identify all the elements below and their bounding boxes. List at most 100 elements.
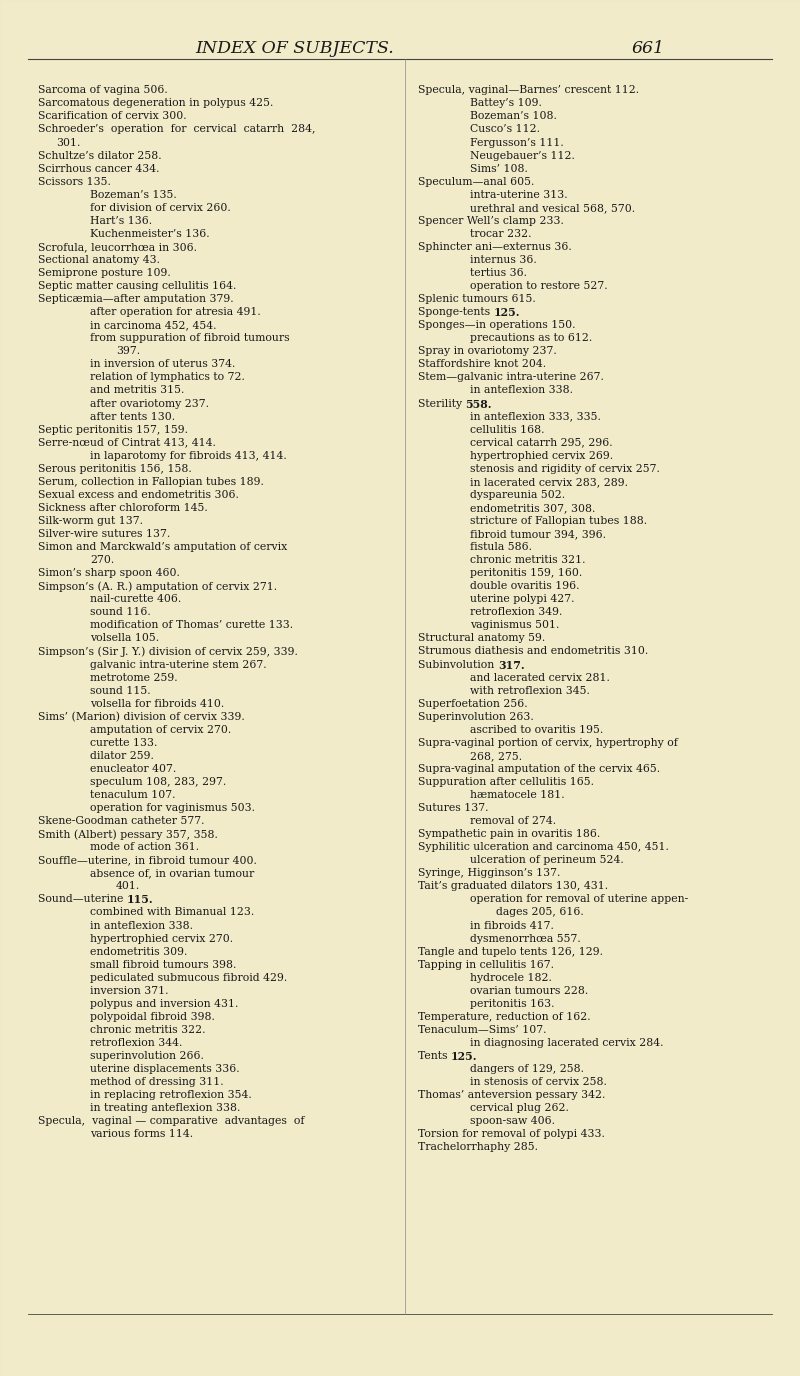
Text: Temperature, reduction of 162.: Temperature, reduction of 162. — [418, 1011, 590, 1022]
Text: nail-curette 406.: nail-curette 406. — [90, 594, 182, 604]
Text: Battey’s 109.: Battey’s 109. — [470, 98, 542, 109]
Text: Tangle and tupelo tents 126, 129.: Tangle and tupelo tents 126, 129. — [418, 947, 603, 956]
Text: Serous peritonitis 156, 158.: Serous peritonitis 156, 158. — [38, 464, 192, 473]
Text: Scrofula, leucorrhœa in 306.: Scrofula, leucorrhœa in 306. — [38, 242, 197, 252]
Text: Tapping in cellulitis 167.: Tapping in cellulitis 167. — [418, 959, 554, 970]
Text: Speculum—anal 605.: Speculum—anal 605. — [418, 176, 534, 187]
Text: 268, 275.: 268, 275. — [470, 751, 522, 761]
Text: operation for vaginismus 503.: operation for vaginismus 503. — [90, 804, 255, 813]
Text: fibroid tumour 394, 396.: fibroid tumour 394, 396. — [470, 528, 606, 539]
Text: 397.: 397. — [116, 347, 140, 356]
Text: peritonitis 159, 160.: peritonitis 159, 160. — [470, 568, 582, 578]
Text: Schroeder’s  operation  for  cervical  catarrh  284,: Schroeder’s operation for cervical catar… — [38, 124, 315, 135]
Text: in laparotomy for fibroids 413, 414.: in laparotomy for fibroids 413, 414. — [90, 451, 286, 461]
Text: in fibroids 417.: in fibroids 417. — [470, 921, 554, 930]
Text: Semiprone posture 109.: Semiprone posture 109. — [38, 268, 170, 278]
Text: dyspareunia 502.: dyspareunia 502. — [470, 490, 565, 499]
Text: Syphilitic ulceration and carcinoma 450, 451.: Syphilitic ulceration and carcinoma 450,… — [418, 842, 669, 852]
Text: tertius 36.: tertius 36. — [470, 268, 527, 278]
Text: uterine displacements 336.: uterine displacements 336. — [90, 1064, 240, 1075]
Text: Silk-worm gut 137.: Silk-worm gut 137. — [38, 516, 143, 526]
Text: cellulitis 168.: cellulitis 168. — [470, 425, 545, 435]
Text: uterine polypi 427.: uterine polypi 427. — [470, 594, 574, 604]
Text: Scarification of cervix 300.: Scarification of cervix 300. — [38, 111, 186, 121]
Text: Simpson’s (Sir J. Y.) division of cervix 259, 339.: Simpson’s (Sir J. Y.) division of cervix… — [38, 647, 298, 656]
Text: Bozeman’s 108.: Bozeman’s 108. — [470, 111, 557, 121]
Text: hypertrophied cervix 270.: hypertrophied cervix 270. — [90, 933, 233, 944]
Text: after ovariotomy 237.: after ovariotomy 237. — [90, 399, 209, 409]
Text: modification of Thomas’ curette 133.: modification of Thomas’ curette 133. — [90, 621, 293, 630]
Text: internus 36.: internus 36. — [470, 255, 537, 266]
Text: inversion 371.: inversion 371. — [90, 985, 169, 996]
Text: Sterility: Sterility — [418, 399, 466, 409]
Text: precautions as to 612.: precautions as to 612. — [470, 333, 592, 343]
Text: Sims’ (Marion) division of cervix 339.: Sims’ (Marion) division of cervix 339. — [38, 711, 245, 722]
Text: Scissors 135.: Scissors 135. — [38, 176, 111, 187]
Text: in inversion of uterus 374.: in inversion of uterus 374. — [90, 359, 235, 369]
Text: for division of cervix 260.: for division of cervix 260. — [90, 202, 230, 213]
Text: stricture of Fallopian tubes 188.: stricture of Fallopian tubes 188. — [470, 516, 647, 526]
Text: in carcinoma 452, 454.: in carcinoma 452, 454. — [90, 321, 217, 330]
Text: in lacerated cervix 283, 289.: in lacerated cervix 283, 289. — [470, 477, 628, 487]
Text: Sims’ 108.: Sims’ 108. — [470, 164, 528, 173]
Text: Spencer Well’s clamp 233.: Spencer Well’s clamp 233. — [418, 216, 564, 226]
Text: ascribed to ovaritis 195.: ascribed to ovaritis 195. — [470, 725, 603, 735]
Text: stenosis and rigidity of cervix 257.: stenosis and rigidity of cervix 257. — [470, 464, 660, 473]
Text: peritonitis 163.: peritonitis 163. — [470, 999, 554, 1009]
Text: cervical catarrh 295, 296.: cervical catarrh 295, 296. — [470, 438, 613, 447]
Text: Sponges—in operations 150.: Sponges—in operations 150. — [418, 321, 575, 330]
Text: ovarian tumours 228.: ovarian tumours 228. — [470, 985, 588, 996]
Text: speculum 108, 283, 297.: speculum 108, 283, 297. — [90, 777, 226, 787]
Text: chronic metritis 322.: chronic metritis 322. — [90, 1025, 206, 1035]
Text: volsella for fibroids 410.: volsella for fibroids 410. — [90, 699, 224, 709]
Text: Thomas’ anteversion pessary 342.: Thomas’ anteversion pessary 342. — [418, 1090, 606, 1101]
Text: Bozeman’s 135.: Bozeman’s 135. — [90, 190, 177, 200]
Text: Smith (Albert) pessary 357, 358.: Smith (Albert) pessary 357, 358. — [38, 830, 218, 839]
Text: in treating anteflexion 338.: in treating anteflexion 338. — [90, 1104, 240, 1113]
Text: Schultze’s dilator 258.: Schultze’s dilator 258. — [38, 150, 162, 161]
Text: method of dressing 311.: method of dressing 311. — [90, 1077, 224, 1087]
Text: absence of, in ovarian tumour: absence of, in ovarian tumour — [90, 868, 254, 878]
Text: volsella 105.: volsella 105. — [90, 633, 159, 644]
Text: and lacerated cervix 281.: and lacerated cervix 281. — [470, 673, 610, 682]
Text: 125.: 125. — [494, 307, 520, 318]
Text: and metritis 315.: and metritis 315. — [90, 385, 184, 395]
Text: hypertrophied cervix 269.: hypertrophied cervix 269. — [470, 451, 613, 461]
Text: trocar 232.: trocar 232. — [470, 228, 531, 239]
Text: curette 133.: curette 133. — [90, 738, 158, 747]
Text: Hart’s 136.: Hart’s 136. — [90, 216, 152, 226]
Text: hæmatocele 181.: hæmatocele 181. — [470, 790, 565, 799]
Text: Sympathetic pain in ovaritis 186.: Sympathetic pain in ovaritis 186. — [418, 830, 600, 839]
Text: Specula,  vaginal — comparative  advantages  of: Specula, vaginal — comparative advantage… — [38, 1116, 305, 1127]
Text: dysmenorrhœa 557.: dysmenorrhœa 557. — [470, 933, 581, 944]
Text: INDEX OF SUBJECTS.: INDEX OF SUBJECTS. — [196, 40, 394, 56]
Text: dangers of 129, 258.: dangers of 129, 258. — [470, 1064, 584, 1075]
Text: Septic peritonitis 157, 159.: Septic peritonitis 157, 159. — [38, 425, 188, 435]
Text: pediculated submucous fibroid 429.: pediculated submucous fibroid 429. — [90, 973, 287, 982]
Text: chronic metritis 321.: chronic metritis 321. — [470, 555, 586, 566]
Text: 558.: 558. — [466, 399, 492, 410]
Text: Supra-vaginal portion of cervix, hypertrophy of: Supra-vaginal portion of cervix, hypertr… — [418, 738, 678, 747]
Text: after operation for atresia 491.: after operation for atresia 491. — [90, 307, 261, 316]
Text: Structural anatomy 59.: Structural anatomy 59. — [418, 633, 546, 644]
Text: Supra-vaginal amputation of the cervix 465.: Supra-vaginal amputation of the cervix 4… — [418, 764, 660, 773]
Text: Simpson’s (A. R.) amputation of cervix 271.: Simpson’s (A. R.) amputation of cervix 2… — [38, 581, 277, 592]
Text: polypoidal fibroid 398.: polypoidal fibroid 398. — [90, 1011, 215, 1022]
Text: Trachelorrhaphy 285.: Trachelorrhaphy 285. — [418, 1142, 538, 1152]
Text: 115.: 115. — [127, 894, 154, 905]
Text: Strumous diathesis and endometritis 310.: Strumous diathesis and endometritis 310. — [418, 647, 648, 656]
Text: Neugebauer’s 112.: Neugebauer’s 112. — [470, 150, 575, 161]
Text: dages 205, 616.: dages 205, 616. — [496, 907, 584, 918]
Text: 301.: 301. — [56, 138, 80, 147]
Text: Sarcomatous degeneration in polypus 425.: Sarcomatous degeneration in polypus 425. — [38, 98, 274, 109]
Text: Suppuration after cellulitis 165.: Suppuration after cellulitis 165. — [418, 777, 594, 787]
Text: Sutures 137.: Sutures 137. — [418, 804, 489, 813]
Text: ulceration of perineum 524.: ulceration of perineum 524. — [470, 856, 624, 866]
Text: Sarcoma of vagina 506.: Sarcoma of vagina 506. — [38, 85, 168, 95]
Text: 661: 661 — [631, 40, 665, 56]
Text: Souffle—uterine, in fibroid tumour 400.: Souffle—uterine, in fibroid tumour 400. — [38, 856, 257, 866]
Text: Simon’s sharp spoon 460.: Simon’s sharp spoon 460. — [38, 568, 180, 578]
Text: removal of 274.: removal of 274. — [470, 816, 556, 826]
Text: Splenic tumours 615.: Splenic tumours 615. — [418, 294, 536, 304]
Text: Spray in ovariotomy 237.: Spray in ovariotomy 237. — [418, 347, 557, 356]
